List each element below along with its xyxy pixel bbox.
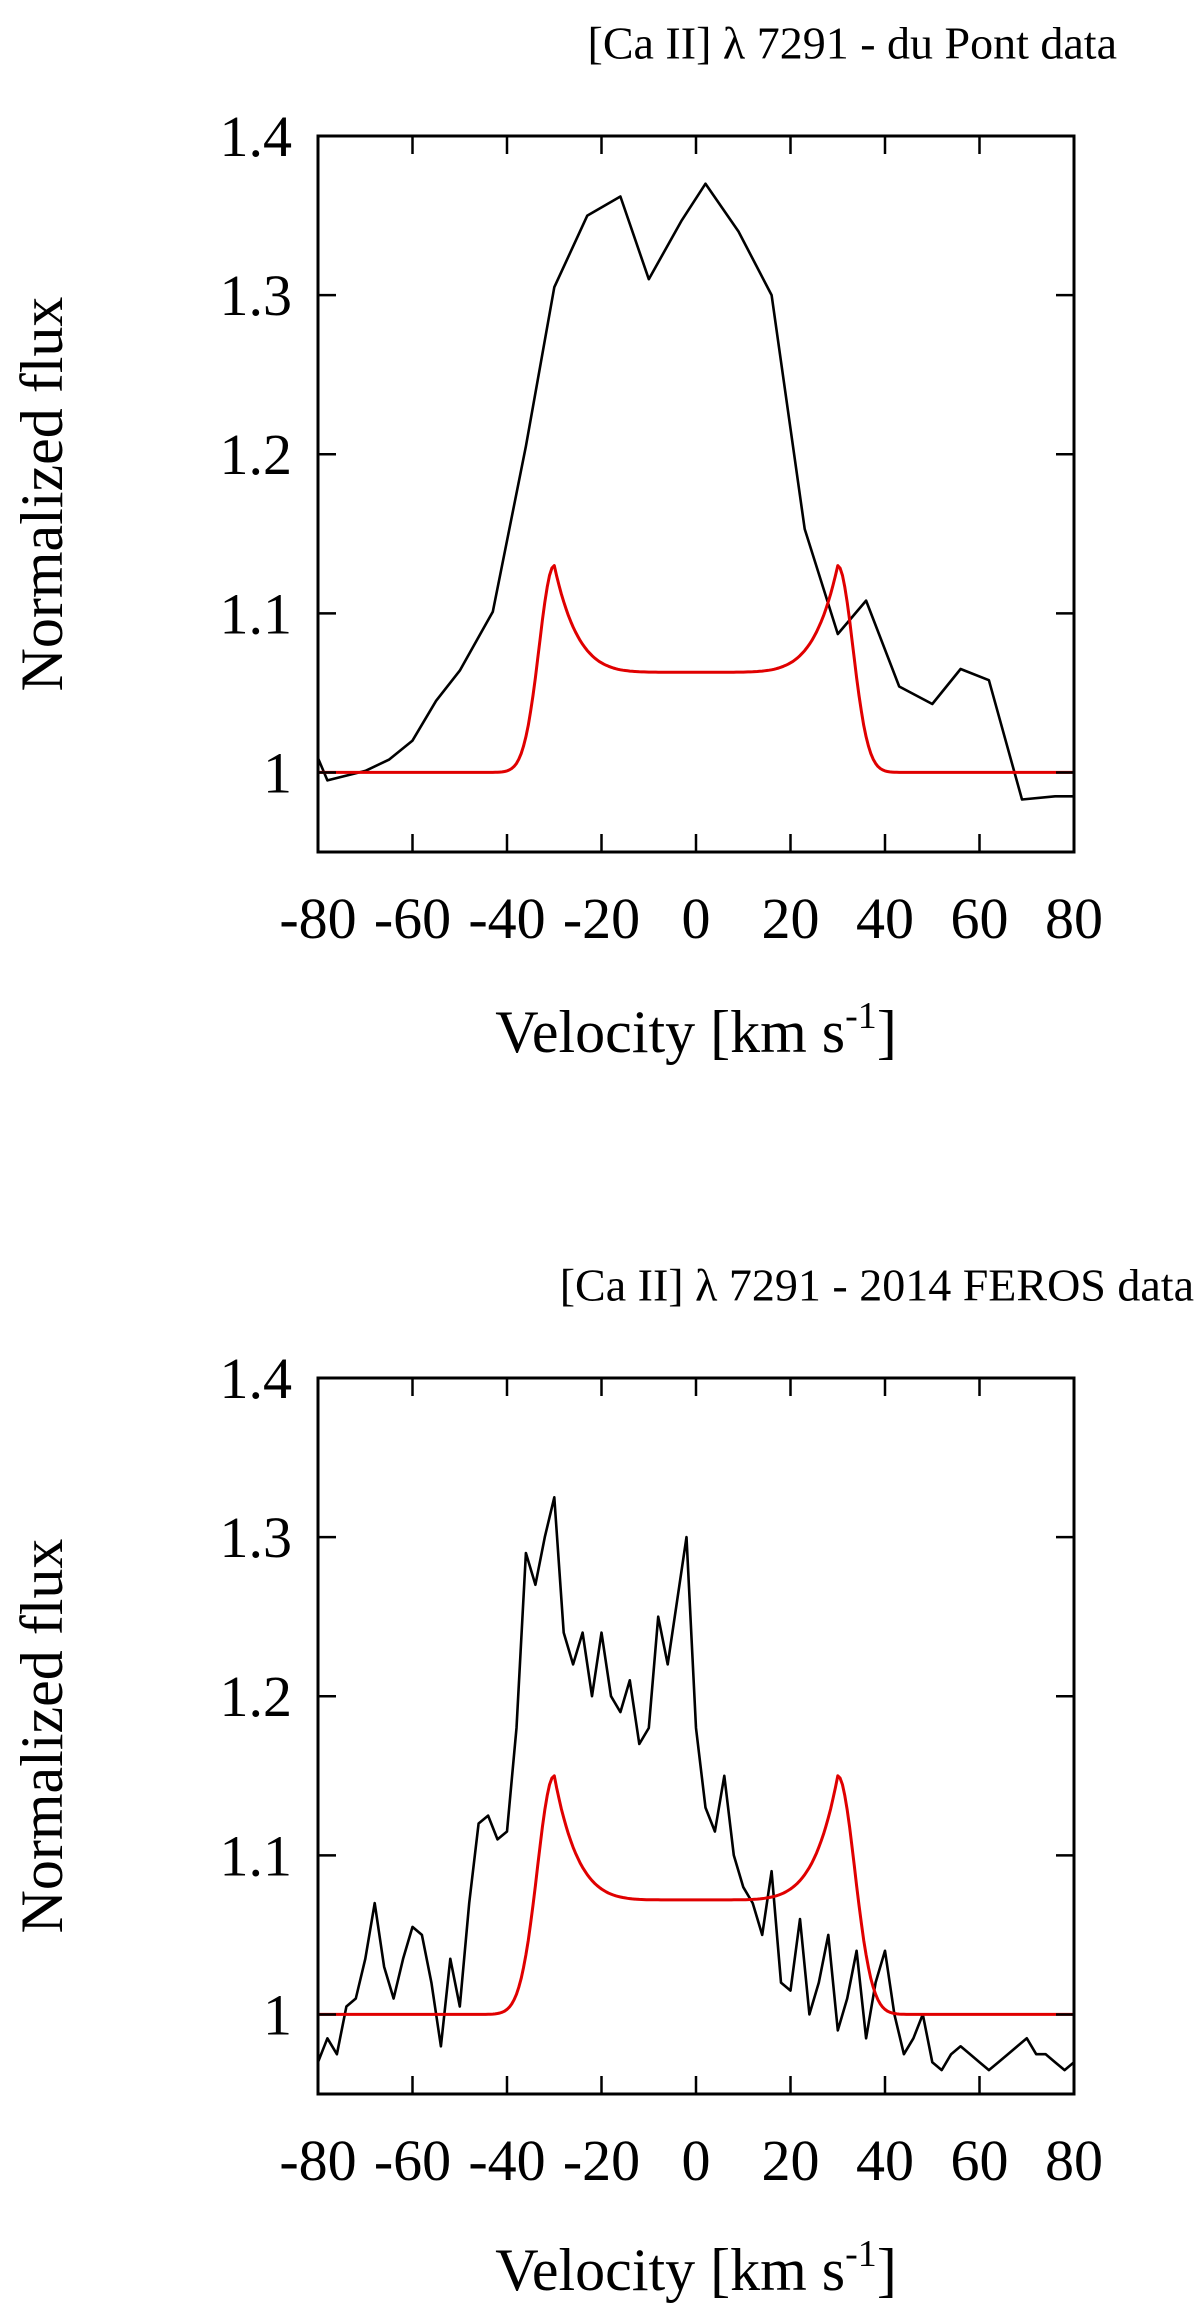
chart-title: [Ca II] λ 7291 - 2014 FEROS data — [560, 1260, 1194, 1311]
y-tick-label: 1.2 — [220, 422, 293, 487]
x-tick-label: 0 — [682, 2128, 711, 2193]
y-tick-label: 1 — [263, 740, 292, 805]
y-tick-label: 1.3 — [220, 263, 293, 328]
y-tick-label: 1.2 — [220, 1664, 293, 1729]
x-tick-label: 80 — [1045, 886, 1103, 951]
x-tick-label: 60 — [951, 886, 1009, 951]
x-axis-label: Velocity [km s-1] — [495, 995, 897, 1065]
x-tick-label: -80 — [279, 886, 356, 951]
x-tick-label: 0 — [682, 886, 711, 951]
y-axis-label: Normalized flux — [9, 1539, 75, 1934]
x-tick-label: 20 — [762, 886, 820, 951]
y-tick-label: 1.1 — [220, 1823, 293, 1888]
x-tick-label: 80 — [1045, 2128, 1103, 2193]
y-tick-label: 1.1 — [220, 581, 293, 646]
model-profile-line — [318, 1774, 1074, 2016]
x-tick-label: 60 — [951, 2128, 1009, 2193]
x-tick-label: -40 — [468, 2128, 545, 2193]
x-tick-label: -20 — [563, 886, 640, 951]
x-tick-label: -60 — [374, 2128, 451, 2193]
model-profile-line — [318, 564, 1074, 774]
x-tick-label: -20 — [563, 2128, 640, 2193]
observed-spectrum-line — [318, 1496, 1074, 2072]
x-axis-label: Velocity [km s-1] — [495, 2233, 897, 2303]
chart-title: [Ca II] λ 7291 - du Pont data — [588, 18, 1117, 69]
x-tick-label: 20 — [762, 2128, 820, 2193]
chart-panel-feros: [Ca II] λ 7291 - 2014 FEROS data 1 1.1 1.2 1… — [9, 1260, 1194, 2303]
x-tick-label: -60 — [374, 886, 451, 951]
y-axis-label: Normalized flux — [9, 297, 75, 692]
chart-panel-du-pont: [Ca II] λ 7291 - du Pont data 1 1.1 1.2 1.3 1… — [9, 18, 1117, 1065]
x-tick-label: 40 — [856, 886, 914, 951]
y-tick-label: 1 — [263, 1982, 292, 2047]
x-tick-label: -80 — [279, 2128, 356, 2193]
x-tick-label: 40 — [856, 2128, 914, 2193]
plot-frame — [316, 134, 1076, 854]
y-tick-label: 1.4 — [220, 104, 293, 169]
x-tick-label: -40 — [468, 886, 545, 951]
y-tick-label: 1.4 — [220, 1346, 293, 1411]
observed-spectrum-line — [318, 182, 1074, 801]
y-tick-label: 1.3 — [220, 1505, 293, 1570]
